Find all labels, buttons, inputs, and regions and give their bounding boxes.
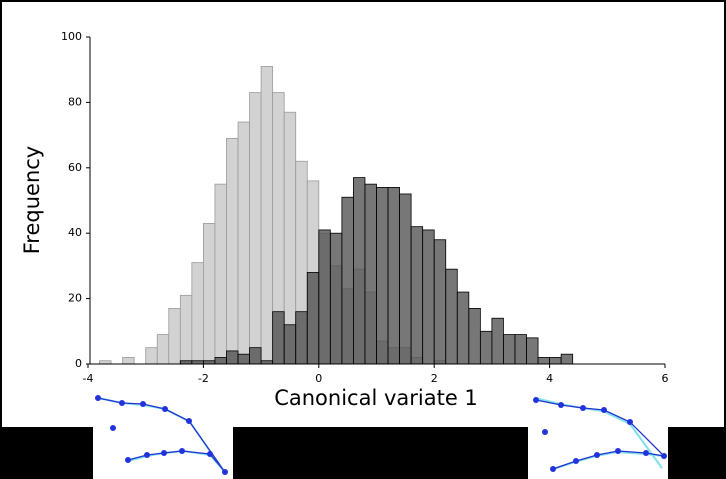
x-tick-label: 4 [546,372,553,385]
histogram-bar [479,330,493,365]
histogram-bar [376,187,389,365]
histogram-bar [491,317,504,365]
histogram-bar [387,187,400,365]
y-tick-label: 0 [75,357,82,370]
histogram-bar [456,291,470,365]
y-tick-label: 80 [68,95,82,108]
histogram-bar [329,232,343,365]
x-tick-label: -2 [198,372,209,385]
histogram-bar [410,226,424,365]
histogram-bar [168,308,181,365]
histogram-bar [422,229,435,365]
histogram-bar [537,357,550,365]
x-tick-label: 0 [315,372,322,385]
y-axis-label: Frequency [20,146,44,255]
x-axis-label: Canonical variate 1 [274,386,478,410]
histogram-bar [260,66,274,365]
histogram-bar [179,294,193,365]
histogram-bar [237,121,250,365]
histogram-bar [318,229,331,365]
histogram-bar [249,92,262,365]
y-tick-label: 60 [68,161,82,174]
histogram-bar [433,239,447,365]
histogram-bar [249,347,262,365]
histogram-bar [283,324,297,365]
histogram-bar [445,268,458,365]
histogram-bar [214,357,227,365]
histogram-bar [514,334,527,365]
histogram-bar [145,347,158,365]
histogram-bar [353,177,366,365]
shape-inset-right [528,393,668,479]
histogram-bar [503,334,516,365]
histogram-bar [226,350,239,365]
histogram-bar [226,137,239,365]
histogram-bar [237,353,250,365]
histogram-bar [341,196,354,365]
histogram-bar [202,222,216,365]
histogram-bar [295,311,308,365]
histogram-bar [122,357,135,365]
shape-inset-left [93,393,233,479]
histogram-bar [156,334,170,365]
y-tick-label: 40 [68,226,82,239]
y-tick-label: 20 [68,292,82,305]
histogram-bar [191,262,204,365]
x-tick-label: 2 [431,372,438,385]
histogram-bar [560,353,574,365]
histogram-bar [364,183,377,365]
histogram-bar [306,272,320,365]
histogram-bar [549,357,562,365]
histogram-bar [468,308,481,365]
y-tick-label: 100 [61,30,82,43]
x-tick-label: 6 [662,372,669,385]
x-tick-label: -4 [83,372,94,385]
histogram-bar [272,311,285,365]
histogram-bar [399,193,412,365]
histogram-bar [214,183,227,365]
histogram-bar [526,337,539,365]
